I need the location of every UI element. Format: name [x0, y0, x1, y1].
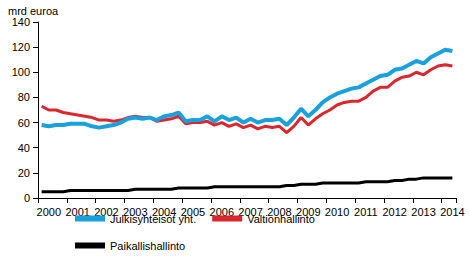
- svg-text:Paikallishallinto: Paikallishallinto: [110, 240, 185, 252]
- svg-text:100: 100: [12, 66, 30, 78]
- svg-text:60: 60: [18, 117, 30, 129]
- svg-text:2010: 2010: [325, 206, 349, 218]
- svg-text:Valtionhallinto: Valtionhallinto: [247, 213, 315, 225]
- svg-text:120: 120: [12, 41, 30, 53]
- svg-text:20: 20: [18, 167, 30, 179]
- svg-text:mrd euroa: mrd euroa: [8, 5, 59, 17]
- svg-text:40: 40: [18, 142, 30, 154]
- svg-text:2000: 2000: [37, 206, 61, 218]
- svg-text:0: 0: [24, 192, 30, 204]
- svg-text:Julkisyhteisöt yht.: Julkisyhteisöt yht.: [110, 213, 196, 225]
- svg-text:140: 140: [12, 16, 30, 28]
- svg-text:2011: 2011: [354, 206, 378, 218]
- svg-text:2013: 2013: [411, 206, 435, 218]
- svg-text:2012: 2012: [382, 206, 406, 218]
- svg-text:2014: 2014: [440, 206, 464, 218]
- svg-text:80: 80: [18, 91, 30, 103]
